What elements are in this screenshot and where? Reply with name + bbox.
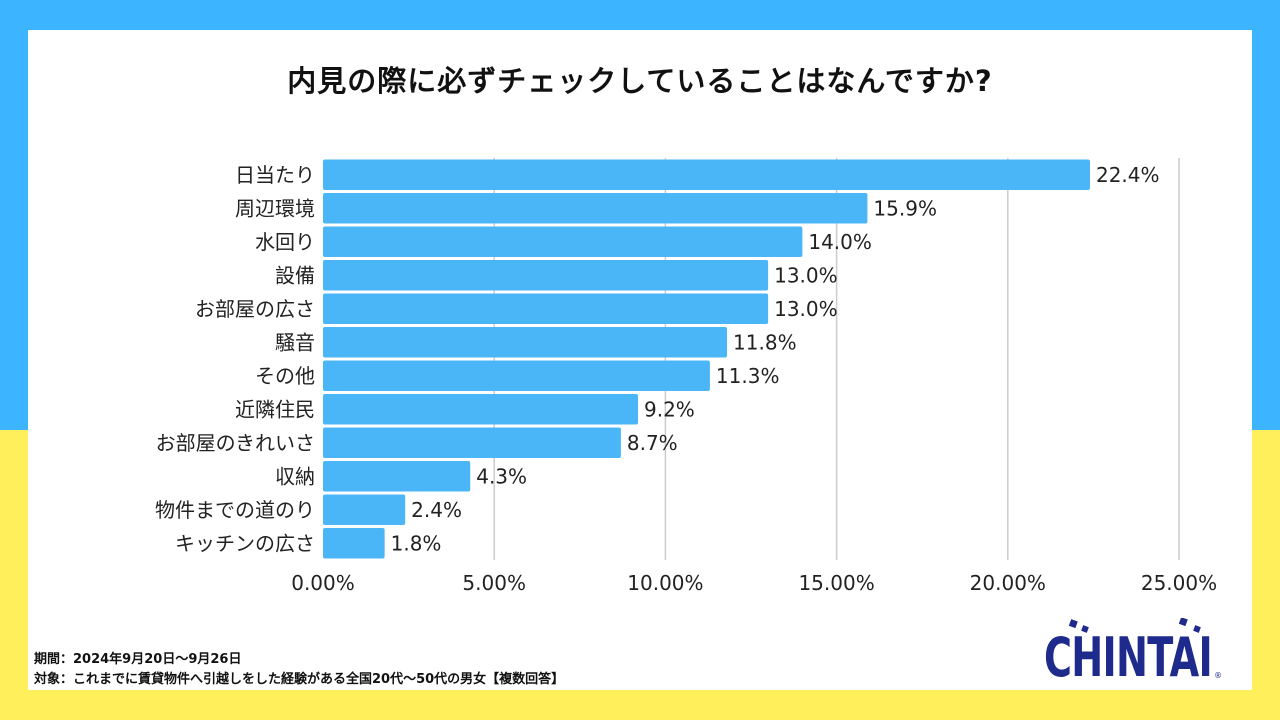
bar [323, 327, 728, 358]
x-tick-label: 20.00% [970, 571, 1046, 595]
bar [323, 360, 710, 391]
bar [323, 293, 769, 324]
category-label: 水回り [255, 230, 315, 254]
registered-mark: ® [1214, 671, 1222, 680]
category-label: 周辺環境 [235, 196, 315, 220]
bar [323, 260, 769, 291]
logo-accent-square [1178, 618, 1188, 627]
bar [323, 159, 1090, 190]
category-label: 日当たり [235, 163, 315, 187]
grid-lines [493, 158, 1180, 560]
bar [323, 427, 621, 458]
logo-accent-square [1068, 619, 1078, 629]
x-tick-label: 10.00% [627, 571, 703, 595]
bar [323, 461, 471, 492]
x-axis-tick-labels: 0.00% 5.00% 10.00% 15.00% 20.00% 25.00% [291, 571, 1217, 595]
category-label: 収納 [275, 464, 315, 488]
chart-card [28, 30, 1252, 690]
category-label: 近隣住民 [235, 397, 315, 421]
bars [323, 159, 1090, 559]
category-label: 物件までの道のり [155, 498, 315, 522]
category-label: その他 [255, 364, 315, 388]
footnote-target: 対象：これまでに賃貸物件へ引越しをした経験がある全国20代～50代の男女【複数回… [34, 672, 565, 687]
chart-title: 内見の際に必ずチェックしていることはなんですか? [287, 64, 993, 98]
value-label: 9.2% [644, 397, 695, 421]
x-tick-label: 25.00% [1141, 571, 1217, 595]
logo-accent-square [1081, 625, 1089, 633]
category-label: お部屋のきれいさ [156, 431, 315, 455]
x-tick-label: 5.00% [462, 571, 526, 595]
category-label: キッチンの広さ [175, 531, 315, 555]
value-label: 13.0% [774, 297, 838, 321]
bar [323, 226, 803, 257]
chintai-logo: CHINTAI ® [1044, 618, 1222, 684]
x-tick-label: 0.00% [291, 571, 355, 595]
value-label: 15.9% [873, 196, 937, 220]
logo-text: CHINTAI [1044, 626, 1212, 684]
value-label: 8.7% [627, 431, 678, 455]
bar [323, 494, 406, 525]
value-label: 22.4% [1096, 163, 1160, 187]
value-label: 1.8% [391, 531, 442, 555]
value-label: 14.0% [808, 230, 872, 254]
bar [323, 394, 639, 425]
value-labels: 22.4% 15.9%14.0% 13.0% 13.0% 11.8% 11.3% 9.2% 8… [391, 163, 1160, 556]
category-label: お部屋の広さ [195, 297, 315, 321]
category-label: 騒音 [275, 330, 315, 354]
category-labels: 日当たり周辺環境水回り設備お部屋の広さ騒音その他近隣住民お部屋のきれいさ収納物件… [155, 163, 315, 556]
value-label: 11.8% [733, 330, 797, 354]
value-label: 13.0% [774, 263, 838, 287]
value-label: 4.3% [476, 464, 527, 488]
bar [323, 528, 385, 559]
value-label: 2.4% [411, 498, 462, 522]
logo-accent-square [1193, 625, 1201, 633]
value-label: 11.3% [716, 364, 780, 388]
footnote-period: 期間：2024年9月20日～9月26日 [34, 652, 242, 667]
category-label: 設備 [275, 263, 315, 287]
bar [323, 193, 868, 224]
x-tick-label: 15.00% [798, 571, 874, 595]
